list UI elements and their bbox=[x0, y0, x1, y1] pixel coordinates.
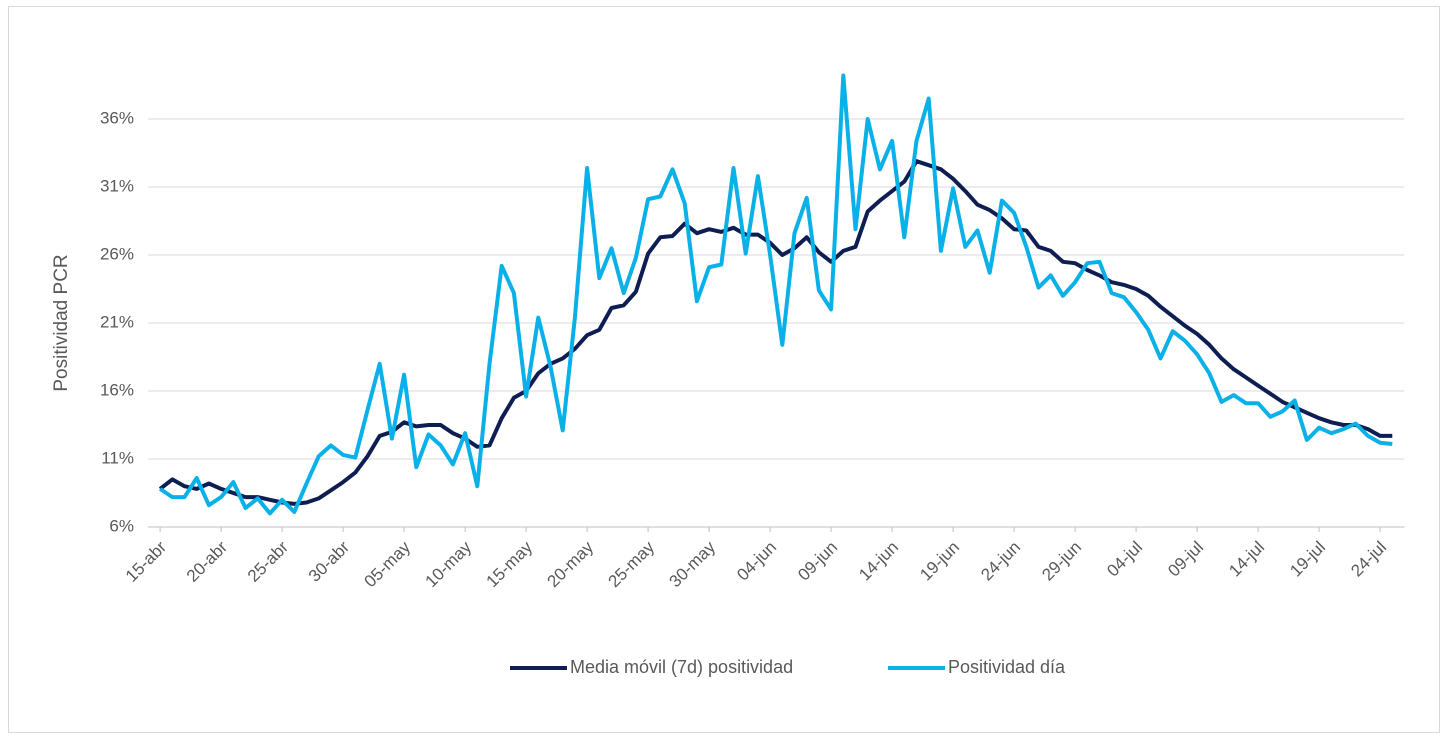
series-line bbox=[158, 73, 1393, 516]
y-tick-label: 26% bbox=[100, 244, 134, 263]
series-line bbox=[158, 159, 1393, 506]
chart-border bbox=[8, 6, 1440, 733]
y-tick-label: 36% bbox=[100, 108, 134, 127]
legend-label: Positividad día bbox=[948, 657, 1066, 677]
legend-label: Media móvil (7d) positividad bbox=[570, 657, 793, 677]
y-tick-label: 6% bbox=[109, 516, 134, 535]
y-tick-label: 21% bbox=[100, 312, 134, 331]
y-axis-title: Positividad PCR bbox=[51, 254, 72, 391]
y-tick-label: 11% bbox=[101, 448, 134, 467]
y-tick-label: 16% bbox=[100, 380, 134, 399]
y-tick-label: 31% bbox=[100, 176, 134, 195]
